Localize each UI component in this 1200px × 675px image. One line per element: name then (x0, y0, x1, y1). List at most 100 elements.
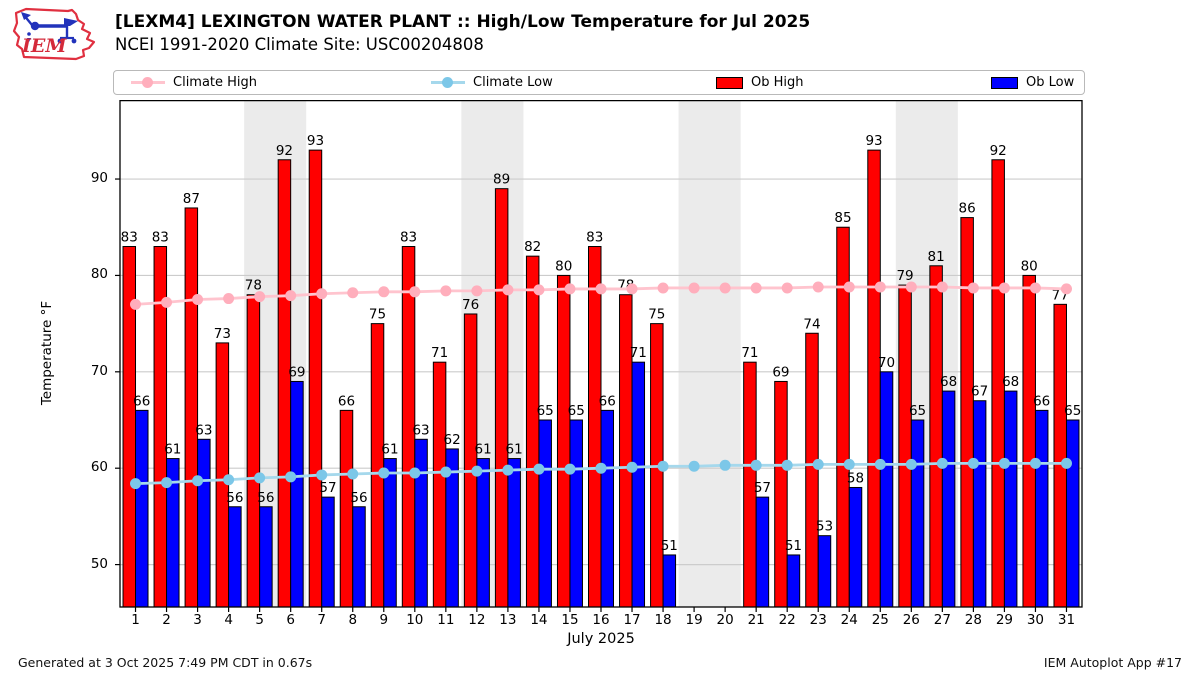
ob-low-bar (290, 380, 304, 608)
ob-low-value-label: 61 (381, 442, 398, 458)
ob-low-value-label: 56 (257, 490, 274, 506)
x-tick-label: 22 (778, 612, 796, 628)
climate-low-marker (843, 458, 855, 470)
ob-low-value-label: 69 (288, 364, 305, 380)
ob-low-bar (383, 458, 397, 608)
climate-low-marker (440, 466, 452, 478)
ob-high-bar (308, 149, 323, 608)
legend: Climate High Climate Low Ob High Ob Low (113, 70, 1085, 95)
ob-high-value-label: 82 (524, 239, 541, 255)
ob-low-bar (569, 419, 583, 608)
x-tick-label: 25 (871, 612, 889, 628)
ob-high-value-label: 76 (462, 297, 479, 313)
title-block: [LEXM4] LEXINGTON WATER PLANT :: High/Lo… (115, 11, 810, 56)
ob-low-bar (476, 458, 490, 608)
legend-label: Climate Low (473, 75, 553, 90)
ob-low-value-label: 62 (443, 432, 460, 448)
ob-low-value-label: 68 (1002, 374, 1019, 390)
x-tick-label: 1 (131, 612, 140, 628)
ob-low-bar (1003, 390, 1018, 608)
climate-high-marker (440, 285, 452, 297)
ob-low-value-label: 65 (909, 403, 926, 419)
climate-low-marker (781, 459, 793, 471)
ob-low-value-label: 61 (164, 442, 181, 458)
climate-low-marker (812, 458, 824, 470)
x-tick-label: 11 (437, 612, 455, 628)
climate-high-marker (688, 282, 700, 294)
ob-low-value-label: 65 (537, 403, 554, 419)
ob-low-value-label: 70 (878, 355, 895, 371)
ob-high-value-label: 93 (865, 133, 882, 149)
ob-low-bar (197, 438, 211, 608)
ob-low-bar (259, 506, 273, 608)
ob-high-value-label: 71 (741, 345, 758, 361)
ob-low-bar (662, 554, 677, 608)
ob-high-value-label: 69 (772, 364, 789, 380)
climate-low-marker (316, 469, 328, 481)
climate-high-marker (657, 282, 669, 294)
climate-high-marker (595, 283, 607, 295)
legend-item-ob-low: Ob Low (991, 71, 1074, 94)
ob-high-value-label: 79 (896, 268, 913, 284)
ob-high-value-label: 85 (834, 210, 851, 226)
y-tick-label: 90 (90, 170, 108, 187)
climate-high-marker (130, 298, 142, 310)
climate-high-marker (936, 281, 948, 293)
x-tick-label: 14 (530, 612, 548, 628)
y-tick-label: 80 (90, 266, 108, 283)
ob-low-bar (538, 419, 552, 608)
ob-high-bar (556, 274, 571, 608)
legend-line-marker-icon (431, 77, 465, 88)
x-tick-label: 3 (193, 612, 202, 628)
ob-low-bar (1034, 409, 1049, 608)
ob-high-value-label: 73 (214, 326, 231, 342)
x-tick-label: 8 (348, 612, 358, 628)
ob-high-value-label: 83 (152, 230, 169, 246)
ob-low-value-label: 61 (506, 442, 523, 458)
climate-low-marker (905, 458, 917, 470)
generated-timestamp: Generated at 3 Oct 2025 7:49 PM CDT in 0… (18, 655, 313, 670)
climate-high-marker (750, 282, 762, 294)
ob-high-bar (277, 159, 292, 608)
ob-low-value-label: 56 (226, 490, 243, 506)
ob-low-bar (817, 535, 832, 608)
climate-high-marker (564, 283, 576, 295)
ob-low-value-label: 61 (475, 442, 492, 458)
ob-high-value-label: 83 (400, 230, 417, 246)
ob-high-value-label: 81 (928, 249, 945, 265)
x-tick-label: 19 (685, 612, 703, 628)
x-tick-label: 24 (840, 612, 858, 628)
ob-low-bar (786, 554, 801, 608)
temperature-chart: 83 66 83 61 87 63 73 56 78 56 92 69 93 57 66 56 75 61 83 63… (115, 100, 1083, 612)
weekend-band (678, 100, 741, 607)
ob-low-bar (631, 361, 646, 608)
ob-low-value-label: 57 (319, 480, 336, 496)
ob-high-bar (898, 284, 912, 608)
climate-low-marker (409, 467, 421, 479)
ob-high-value-label: 83 (121, 230, 138, 246)
ob-high-value-label: 93 (307, 133, 324, 149)
ob-low-bar (135, 409, 149, 608)
climate-high-marker (502, 284, 514, 296)
x-tick-label: 16 (592, 612, 610, 628)
x-tick-label: 7 (317, 612, 326, 628)
iem-logo-text: IEM (21, 35, 67, 57)
y-axis-title: Temperature °F (39, 300, 55, 406)
legend-label: Climate High (173, 75, 258, 90)
app-credit: IEM Autoplot App #17 (1043, 655, 1182, 670)
legend-item-climate-low: Climate Low (431, 71, 553, 94)
climate-low-marker (564, 463, 576, 475)
ob-high-bar (463, 313, 478, 608)
x-tick-label: 28 (964, 612, 982, 628)
climate-high-marker (843, 281, 855, 293)
climate-high-marker (998, 282, 1010, 294)
ob-high-value-label: 83 (586, 230, 603, 246)
ob-high-value-label: 92 (990, 143, 1007, 159)
x-tick-label: 29 (995, 612, 1013, 628)
ob-low-value-label: 66 (133, 393, 150, 409)
legend-item-ob-high: Ob High (716, 71, 804, 94)
climate-high-marker (471, 285, 483, 297)
climate-high-marker (285, 290, 297, 302)
climate-low-marker (595, 462, 607, 474)
